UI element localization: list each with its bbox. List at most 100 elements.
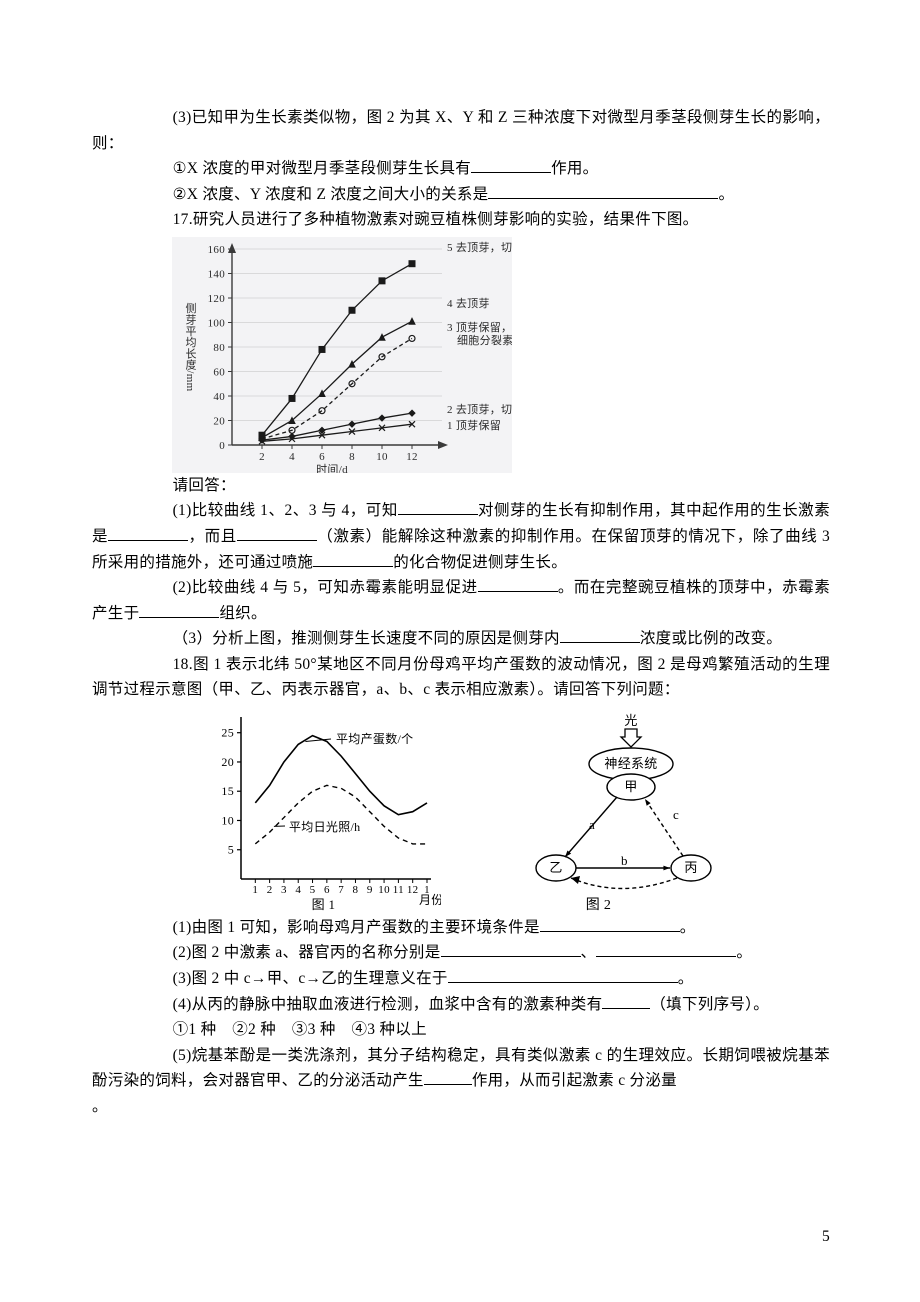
svg-text:8: 8	[349, 451, 355, 463]
blank	[441, 941, 581, 958]
blank	[313, 550, 393, 567]
svg-text:12: 12	[407, 884, 419, 896]
q18-p4opts: ①1 种 ②2 种 ③3 种 ④3 种以上	[92, 1017, 830, 1043]
svg-text:平均产蛋数/个: 平均产蛋数/个	[336, 731, 413, 746]
q18-p2b: 、	[581, 944, 597, 961]
q17-p1: (1)比较曲线 1、2、3 与 4，可知对侧芽的生长有抑制作用，其中起作用的生长…	[92, 498, 830, 575]
q16-p3-2a: ②X 浓度、Y 浓度和 Z 浓度之间大小的关系是	[173, 186, 489, 203]
svg-text:7: 7	[338, 884, 344, 896]
svg-text:b: b	[621, 853, 628, 868]
q17-p2c: 组织。	[219, 605, 266, 622]
blank	[596, 941, 736, 958]
q18-p5: (5)烷基苯酚是一类洗涤剂，其分子结构稳定，具有类似激素 c 的生理效应。长期饲…	[92, 1043, 830, 1094]
svg-text:160: 160	[208, 244, 226, 256]
q17-p2a: (2)比较曲线 4 与 5，可知赤霉素能明显促进	[173, 579, 478, 596]
svg-text:11: 11	[393, 884, 404, 896]
svg-text:5: 5	[310, 884, 316, 896]
svg-text:光: 光	[624, 713, 637, 728]
svg-text:60: 60	[213, 366, 225, 378]
svg-text:图 2: 图 2	[586, 898, 611, 911]
svg-text:15: 15	[221, 784, 234, 798]
q16-p3-1b: 作用。	[551, 160, 598, 177]
svg-text:图 1: 图 1	[312, 897, 336, 911]
q18-p4: (4)从丙的静脉中抽取血液进行检测，血浆中含有的激素种类有 （填下列序号）。	[92, 992, 830, 1018]
svg-text:20: 20	[213, 415, 225, 427]
svg-text:140: 140	[208, 268, 226, 280]
blank	[398, 499, 478, 516]
svg-text:20: 20	[221, 755, 234, 769]
svg-text:6: 6	[324, 884, 330, 896]
blank	[448, 967, 678, 984]
q18-p2: (2)图 2 中激素 a、器官丙的名称分别是 、 。	[92, 940, 830, 966]
svg-text:侧芽平均长度/mm: 侧芽平均长度/mm	[184, 302, 197, 391]
svg-text:80: 80	[213, 342, 225, 354]
q16-p3-1: ①X 浓度的甲对微型月季茎段侧芽生长具有 作用。	[92, 156, 830, 182]
q18-p1: (1)由图 1 可知，影响母鸡月产蛋数的主要环境条件是 。	[92, 915, 830, 941]
svg-text:3 顶芽保留，侧芽上涂抹: 3 顶芽保留，侧芽上涂抹	[447, 320, 512, 334]
svg-text:月份: 月份	[419, 893, 441, 907]
svg-text:3: 3	[281, 884, 287, 896]
q18-intro: 18.图 1 表示北纬 50°某地区不同月份母鸡平均产蛋数的波动情况，图 2 是…	[92, 652, 830, 703]
blank	[471, 157, 551, 174]
q18-p5c: 。	[92, 1094, 830, 1120]
q17-intro: 17.研究人员进行了多种植物激素对豌豆植株侧芽影响的实验，结果件下图。	[92, 207, 830, 233]
q18-p1b: 。	[680, 919, 696, 936]
svg-text:2 去顶芽，切口涂抹生长素: 2 去顶芽，切口涂抹生长素	[447, 402, 512, 416]
q17-p2: (2)比较曲线 4 与 5，可知赤霉素能明显促进。而在完整豌豆植株的顶芽中，赤霉…	[92, 575, 830, 626]
svg-text:平均日光照/h: 平均日光照/h	[289, 820, 360, 834]
q18-p1a: (1)由图 1 可知，影响母鸡月产蛋数的主要环境条件是	[173, 919, 540, 936]
q18-p5b: 作用，从而引起激素 c 分泌量	[472, 1072, 677, 1089]
svg-text:时间/d: 时间/d	[316, 463, 348, 473]
q18-figures: 5101520251234567891011121月份平均产蛋数/个平均日光照/…	[201, 711, 721, 911]
q16-p3: (3)已知甲为生长素类似物，图 2 为其 X、Y 和 Z 三种浓度下对微型月季茎…	[92, 105, 830, 156]
blank	[478, 576, 558, 593]
svg-text:12: 12	[406, 451, 418, 463]
q18-p2c: 。	[736, 944, 752, 961]
q17-chart: 02040608010012014016024681012时间/d侧芽平均长度/…	[172, 237, 512, 473]
q18-p2a: (2)图 2 中激素 a、器官丙的名称分别是	[173, 944, 441, 961]
page-number: 5	[822, 1224, 830, 1250]
svg-text:2: 2	[267, 884, 273, 896]
svg-text:甲: 甲	[624, 779, 637, 794]
q18-p4b: （填下列序号）。	[650, 996, 769, 1013]
svg-text:5: 5	[228, 843, 234, 857]
q18-diagram2: 光神经系统甲乙 丙 a b c 图 2	[481, 711, 716, 911]
svg-text:1 顶芽保留: 1 顶芽保留	[447, 418, 501, 432]
svg-text:2: 2	[259, 451, 265, 463]
svg-text:6: 6	[319, 451, 325, 463]
q18-p3a: (3)图 2 中 c→甲、c→乙的生理意义在于	[173, 970, 448, 987]
q16-p3-1a: ①X 浓度的甲对微型月季茎段侧芽生长具有	[173, 160, 471, 177]
q17-p3: （3）分析上图，推测侧芽生长速度不同的原因是侧芽内浓度或比例的改变。	[92, 626, 830, 652]
page: (3)已知甲为生长素类似物，图 2 为其 X、Y 和 Z 三种浓度下对微型月季茎…	[0, 0, 920, 1302]
blank	[108, 524, 188, 541]
q18-p4a: (4)从丙的静脉中抽取血液进行检测，血浆中含有的激素种类有	[173, 996, 603, 1013]
svg-text:100: 100	[208, 317, 226, 329]
q17-p3a: （3）分析上图，推测侧芽生长速度不同的原因是侧芽内	[173, 630, 560, 647]
blank	[139, 601, 219, 618]
svg-text:8: 8	[353, 884, 359, 896]
svg-text:4: 4	[289, 451, 295, 463]
svg-text:9: 9	[367, 884, 373, 896]
svg-text:1: 1	[252, 884, 258, 896]
svg-text:120: 120	[208, 293, 226, 305]
blank	[602, 992, 650, 1009]
q18-chart1: 5101520251234567891011121月份平均产蛋数/个平均日光照/…	[206, 711, 441, 911]
q17-p1e: 的化合物促进侧芽生长。	[393, 554, 567, 571]
svg-text:a: a	[589, 817, 595, 832]
svg-text:0: 0	[219, 440, 225, 452]
svg-text:乙: 乙	[549, 860, 562, 875]
svg-text:10: 10	[376, 451, 388, 463]
q17-ask: 请回答：	[92, 473, 830, 499]
blank	[237, 524, 317, 541]
q18-p3: (3)图 2 中 c→甲、c→乙的生理意义在于。	[92, 966, 830, 992]
svg-text:5 去顶芽，切口涂抹赤霉素: 5 去顶芽，切口涂抹赤霉素	[447, 240, 512, 254]
blank	[424, 1069, 472, 1086]
blank	[560, 627, 640, 644]
svg-text:10: 10	[378, 884, 390, 896]
svg-text:丙: 丙	[684, 860, 697, 875]
blank	[540, 915, 680, 932]
svg-text:c: c	[673, 807, 679, 822]
q16-p3-2: ②X 浓度、Y 浓度和 Z 浓度之间大小的关系是。	[92, 182, 830, 208]
svg-text:神经系统: 神经系统	[604, 756, 657, 771]
svg-text:10: 10	[221, 813, 234, 827]
